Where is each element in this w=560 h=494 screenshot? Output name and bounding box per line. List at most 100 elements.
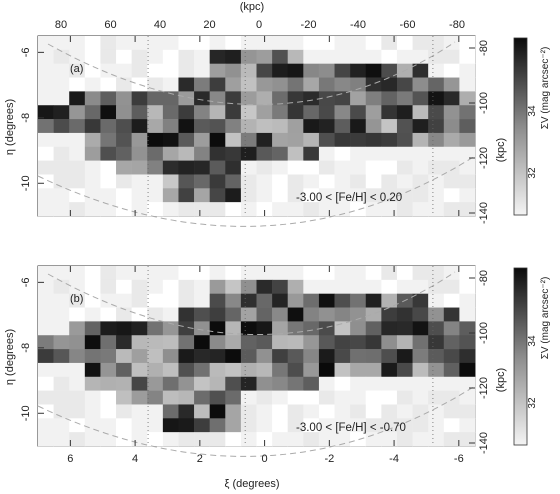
heatmap-cell bbox=[381, 279, 398, 294]
heatmap-cell bbox=[350, 119, 367, 134]
heatmap-cell bbox=[131, 390, 148, 405]
heatmap-cell bbox=[381, 376, 398, 391]
heatmap-cell bbox=[412, 91, 429, 106]
heatmap-cell bbox=[412, 174, 429, 189]
heatmap-cell bbox=[412, 77, 429, 92]
heatmap-cell bbox=[38, 349, 54, 364]
heatmap-cell bbox=[443, 160, 460, 175]
colorbar-tick-label: 32 bbox=[527, 167, 538, 179]
heatmap-cell bbox=[334, 404, 351, 419]
right-tick-label: -80 bbox=[478, 40, 490, 56]
heatmap-cell bbox=[209, 174, 226, 189]
heatmap-cell bbox=[381, 174, 398, 189]
heatmap-cell bbox=[69, 404, 86, 419]
heatmap-cell bbox=[272, 432, 289, 447]
heatmap-cell bbox=[178, 321, 195, 336]
heatmap-cell bbox=[303, 404, 320, 419]
heatmap-cell bbox=[100, 91, 117, 106]
heatmap-cell bbox=[240, 160, 257, 175]
panel-a-metallicity-annotation: -3.00 < [Fe/H] < 0.20 bbox=[296, 192, 402, 204]
heatmap-cell bbox=[209, 188, 226, 203]
heatmap-cell bbox=[365, 146, 382, 161]
heatmap-cell bbox=[225, 307, 242, 322]
heatmap-cell bbox=[162, 293, 179, 308]
heatmap-cell bbox=[318, 174, 335, 189]
heatmap-cell bbox=[318, 349, 335, 364]
heatmap-cell bbox=[225, 146, 242, 161]
heatmap-cell bbox=[38, 49, 54, 64]
heatmap-cell bbox=[131, 266, 148, 281]
heatmap-cell bbox=[412, 49, 429, 64]
heatmap-cell bbox=[459, 91, 476, 106]
heatmap-cell bbox=[53, 432, 70, 447]
heatmap-cell bbox=[209, 132, 226, 148]
heatmap-cell bbox=[194, 188, 210, 203]
heatmap-cell bbox=[365, 432, 382, 447]
panel-a-overlays bbox=[37, 36, 476, 227]
heatmap-cell bbox=[303, 376, 320, 391]
heatmap-cell bbox=[69, 418, 86, 433]
heatmap-cell bbox=[287, 279, 304, 294]
heatmap-cell bbox=[84, 91, 101, 106]
heatmap-cell bbox=[443, 63, 460, 78]
panel-b-colorbar bbox=[513, 267, 528, 446]
heatmap-cell bbox=[459, 63, 476, 78]
heatmap-cell bbox=[350, 49, 367, 64]
heatmap-cell bbox=[443, 349, 460, 364]
heatmap-cell bbox=[100, 266, 117, 281]
heatmap-cell bbox=[350, 279, 367, 294]
top-tick-label: 40 bbox=[154, 19, 166, 31]
heatmap-cell bbox=[350, 91, 367, 106]
heatmap-cell bbox=[147, 432, 164, 447]
top-tick-label: -60 bbox=[400, 19, 416, 31]
heatmap-cell bbox=[256, 132, 273, 148]
heatmap-cell bbox=[225, 160, 242, 175]
panel-b: (b) -3.00 < [Fe/H] < -0.70 η (degrees) (… bbox=[4, 265, 551, 465]
heatmap-cell bbox=[256, 335, 273, 350]
heatmap-cell bbox=[131, 146, 148, 161]
heatmap-cell bbox=[194, 307, 210, 322]
heatmap-cell bbox=[412, 418, 429, 433]
heatmap-cell bbox=[396, 279, 413, 294]
heatmap-cell bbox=[350, 349, 367, 364]
heatmap-cell bbox=[396, 390, 413, 405]
heatmap-cell bbox=[240, 36, 257, 51]
heatmap-cell bbox=[459, 132, 476, 148]
heatmap-cell bbox=[194, 63, 210, 78]
heatmap-cell bbox=[38, 266, 54, 281]
heatmap-cell bbox=[256, 63, 273, 78]
heatmap-cell bbox=[38, 279, 54, 294]
heatmap-cell bbox=[428, 63, 445, 78]
heatmap-cell bbox=[396, 376, 413, 391]
heatmap-cell bbox=[69, 36, 86, 51]
heatmap-cell bbox=[412, 432, 429, 447]
heatmap-cell bbox=[412, 202, 429, 217]
heatmap-cell bbox=[287, 160, 304, 175]
heatmap-cell bbox=[287, 132, 304, 148]
heatmap-cell bbox=[194, 266, 210, 281]
heatmap-cell bbox=[381, 105, 398, 120]
heatmap-cell bbox=[396, 188, 413, 203]
heatmap-cell bbox=[318, 432, 335, 447]
right-tick-label: -100 bbox=[478, 92, 490, 114]
heatmap-cell bbox=[116, 307, 132, 322]
heatmap-cell bbox=[428, 160, 445, 175]
heatmap-cell bbox=[428, 376, 445, 391]
heatmap-cell bbox=[38, 160, 54, 175]
heatmap-cell bbox=[365, 404, 382, 419]
heatmap-cell bbox=[365, 188, 382, 203]
heatmap-cell bbox=[240, 432, 257, 447]
heatmap-cell bbox=[412, 146, 429, 161]
heatmap-cell bbox=[443, 432, 460, 447]
heatmap-cell bbox=[209, 63, 226, 78]
heatmap-cell bbox=[38, 63, 54, 78]
heatmap-cell bbox=[381, 321, 398, 336]
heatmap-cell bbox=[443, 418, 460, 433]
heatmap-cell bbox=[459, 188, 476, 203]
heatmap-cell bbox=[334, 132, 351, 148]
heatmap-cell bbox=[256, 404, 273, 419]
heatmap-cell bbox=[53, 321, 70, 336]
heatmap-cell bbox=[84, 105, 101, 120]
heatmap-cell bbox=[272, 36, 289, 51]
